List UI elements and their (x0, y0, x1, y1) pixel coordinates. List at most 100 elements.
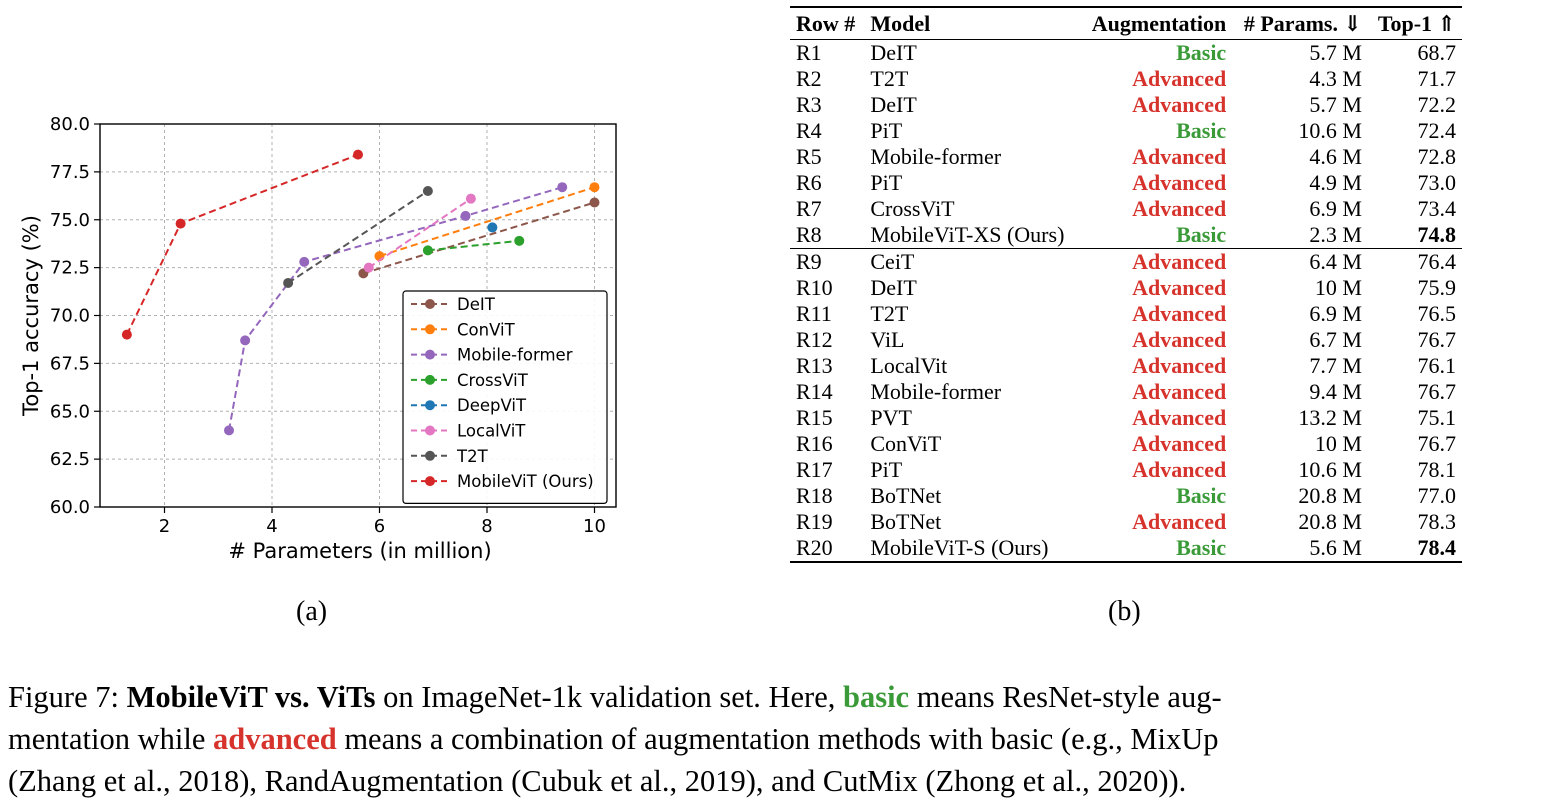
subcaption-b: (b) (1108, 596, 1141, 627)
params-cell: 10 M (1314, 431, 1362, 456)
augmentation-cell: Advanced (1132, 327, 1227, 352)
model-cell: DeIT (870, 275, 917, 300)
top1-cell: 78.3 (1417, 509, 1457, 534)
model-cell: T2T (870, 301, 909, 326)
params-cell: 10 M (1314, 275, 1362, 300)
legend-swatch-point (425, 400, 435, 411)
model-cell: BoTNet (870, 509, 942, 534)
series-point (422, 245, 433, 256)
table-row: R7 CrossViT Advanced 6.9 M 73.4 (790, 196, 1462, 222)
legend-swatch-point (425, 425, 435, 436)
row-number-cell: R10 (796, 275, 833, 300)
top1-cell: 72.4 (1417, 118, 1457, 143)
row-number-cell: R17 (796, 457, 833, 482)
subcaption-a: (a) (296, 596, 328, 627)
row-number-cell: R11 (796, 301, 832, 326)
legend-entry: LocalViT (457, 422, 526, 441)
augmentation-cell: Advanced (1132, 405, 1227, 430)
series-point (175, 218, 186, 229)
augmentation-cell: Advanced (1132, 196, 1227, 221)
augmentation-cell: Advanced (1132, 301, 1227, 326)
table-row: R3 DeIT Advanced 5.7 M 72.2 (790, 92, 1462, 118)
params-cell: 9.4 M (1309, 379, 1362, 404)
augmentation-cell: Basic (1176, 40, 1227, 65)
caption-text-3: mentation while (8, 722, 213, 756)
augmentation-cell: Basic (1176, 483, 1227, 508)
table-row: R18 BoTNet Basic 20.8 M 77.0 (790, 483, 1462, 509)
row-number-cell: R13 (796, 353, 833, 378)
series-point (363, 262, 374, 273)
top1-cell: 74.8 (1417, 222, 1457, 247)
table-body: R1 DeIT Basic 5.7 M 68.7 R2 T2T Advanced 4.3 M 71… (790, 39, 1462, 562)
params-cell: 2.3 M (1309, 222, 1362, 247)
table-row: R11 T2T Advanced 6.9 M 76.5 (790, 301, 1462, 327)
row-number-cell: R16 (796, 431, 833, 456)
top1-cell: 76.7 (1417, 327, 1457, 352)
caption-basic-word: basic (843, 680, 910, 714)
table-row: R15 PVT Advanced 13.2 M 75.1 (790, 405, 1462, 431)
top1-cell: 76.7 (1417, 379, 1457, 404)
params-cell: 20.8 M (1298, 509, 1362, 534)
top1-cell: 72.2 (1417, 92, 1457, 117)
model-cell: PiT (870, 170, 903, 195)
table-row: R2 T2T Advanced 4.3 M 71.7 (790, 66, 1462, 92)
accuracy-vs-params-chart: 2 4 6 8 10 60.0 62.5 65.0 67.5 70.0 72.5 75.0 77.5 80… (0, 0, 760, 640)
augmentation-cell: Advanced (1132, 431, 1227, 456)
table-row: R1 DeIT Basic 5.7 M 68.7 (790, 39, 1462, 67)
x-tick-label: 10 (583, 516, 606, 537)
x-tick-label: 8 (481, 516, 492, 537)
model-cell: CrossViT (870, 196, 955, 221)
y-tick-label: 80.0 (50, 114, 90, 135)
augmentation-cell: Advanced (1132, 353, 1227, 378)
params-cell: 7.7 M (1309, 353, 1362, 378)
row-number-cell: R14 (796, 379, 833, 404)
params-cell: 10.6 M (1298, 118, 1362, 143)
table-row: R14 Mobile-former Advanced 9.4 M 76.7 (790, 379, 1462, 405)
augmentation-cell: Advanced (1132, 509, 1227, 534)
top1-cell: 75.1 (1417, 405, 1457, 430)
header-model: Model (870, 10, 931, 36)
x-axis-label: # Parameters (in million) (228, 539, 491, 563)
legend-entry: CrossViT (457, 371, 529, 390)
series-point (283, 277, 294, 288)
series-point (465, 193, 476, 204)
row-number-cell: R5 (796, 144, 822, 169)
model-cell: ViL (870, 327, 905, 352)
legend-swatch-point (425, 299, 435, 309)
y-tick-label: 72.5 (50, 258, 90, 279)
row-number-cell: R15 (796, 405, 833, 430)
table-row: R9 CeiT Advanced 6.4 M 76.4 (790, 248, 1462, 276)
top1-cell: 73.4 (1417, 196, 1457, 221)
params-cell: 5.7 M (1309, 40, 1362, 65)
series-point (460, 210, 471, 221)
params-cell: 6.9 M (1309, 196, 1362, 221)
legend-entry: ConViT (457, 320, 516, 339)
series-point (514, 235, 525, 246)
table-row: R17 PiT Advanced 10.6 M 78.1 (790, 457, 1462, 483)
legend-swatch-point (425, 476, 435, 487)
series-line (379, 186, 595, 258)
augmentation-cell: Advanced (1132, 379, 1227, 404)
augmentation-cell: Basic (1176, 535, 1227, 560)
model-cell: T2T (870, 66, 909, 91)
caption-label: Figure 7: (8, 680, 127, 714)
table-row: R12 ViL Advanced 6.7 M 76.7 (790, 327, 1462, 353)
row-number-cell: R3 (796, 92, 822, 117)
row-number-cell: R6 (796, 170, 822, 195)
table-header-row: Row # Model Augmentation # Params. ⇓ Top… (790, 7, 1462, 40)
header-params: # Params. ⇓ (1243, 10, 1362, 36)
series-line (125, 153, 359, 336)
top1-cell: 71.7 (1417, 66, 1457, 91)
params-cell: 13.2 M (1298, 405, 1362, 430)
y-tick-label: 60.0 (50, 497, 90, 518)
table-row: R8 MobileViT-XS (Ours) Basic 2.3 M 74.8 (790, 222, 1462, 249)
model-cell: PVT (870, 405, 912, 430)
model-cell: DeIT (870, 40, 917, 65)
caption-text-1: on ImageNet-1k validation set. Here, (375, 680, 843, 714)
series-point (589, 182, 600, 193)
augmentation-cell: Advanced (1132, 66, 1227, 91)
legend-swatch-point (425, 349, 435, 360)
model-cell: DeIT (870, 92, 917, 117)
params-cell: 20.8 M (1298, 483, 1362, 508)
model-cell: LocalVit (870, 353, 948, 378)
